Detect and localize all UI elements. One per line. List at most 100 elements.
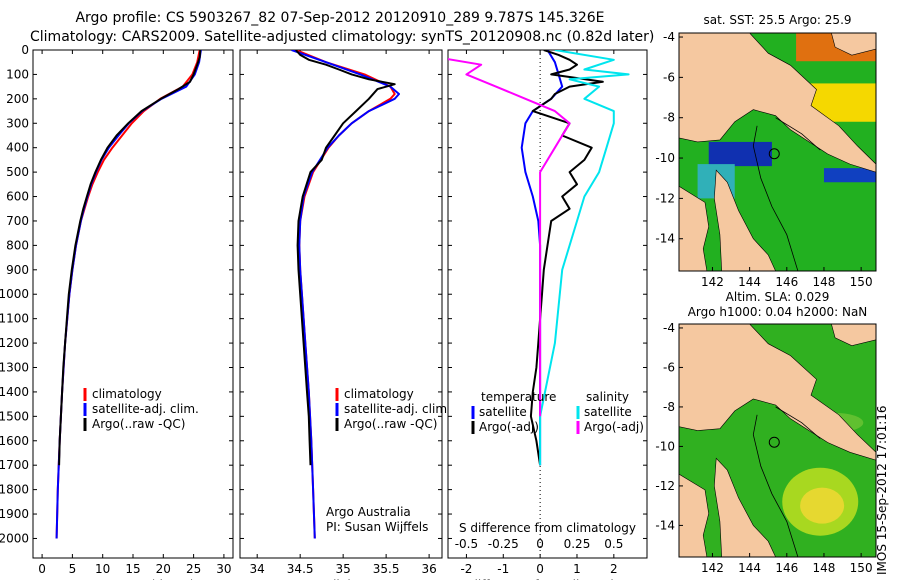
x-tick-label: 36: [421, 562, 436, 576]
chart-title-line2: Climatology: CARS2009. Satellite-adjuste…: [30, 29, 655, 45]
lat-tick-label: -4: [663, 321, 675, 335]
s-tick-label: 0.25: [564, 537, 591, 551]
lat-tick-label: -6: [663, 70, 675, 84]
lat-tick-label: -10: [655, 151, 675, 165]
x-tick-label: 35.5: [373, 562, 400, 576]
x-tick-label: 30: [216, 562, 231, 576]
depth-tick-label: 1600: [0, 434, 29, 448]
new-britain-land: [831, 324, 876, 347]
sla-map-title: Altim. SLA: 0.029: [726, 290, 830, 304]
x-tick-label: 1: [573, 562, 581, 576]
new-britain-land: [831, 33, 876, 56]
cape-york-peninsula: [713, 169, 776, 271]
depth-contour: [775, 406, 821, 439]
depth-tick-label: 200: [6, 92, 29, 106]
legend-label: Argo(-adj): [584, 420, 644, 434]
s-tick-label: -0.25: [488, 537, 519, 551]
panel-frame: [447, 49, 648, 559]
map-frame: [678, 323, 877, 558]
profile-panel-1: 0100200300400500600700800900100011001200…: [0, 43, 234, 580]
lon-tick-label: 144: [738, 275, 761, 289]
chart-title-line1: Argo profile: CS 5903267_82 07-Sep-2012 …: [75, 10, 605, 26]
legend-label: Argo(..raw -QC): [344, 417, 437, 431]
profile-panel-2: 34 34.5 35 35.5 36 salinity climatologysatelli…: [239, 49, 451, 580]
sst-cold-patch: [823, 168, 876, 183]
map-sla: -4 -6 -8 -10 -12 -14 142 144 146 148 150 Altim. SLA…: [655, 290, 877, 575]
x-tick-label: 25: [186, 562, 201, 576]
x-tick-label: 35: [336, 562, 351, 576]
depth-contour: [775, 117, 821, 151]
legend-label: climatology: [92, 387, 162, 401]
x-tick-label: 20: [156, 562, 171, 576]
series-group: [55, 50, 202, 539]
depth-tick-label: 1300: [0, 361, 29, 375]
lat-tick-label: -14: [655, 518, 675, 532]
depth-tick-label: 1700: [0, 458, 29, 472]
lon-tick-label: 150: [850, 561, 873, 575]
depth-tick-label: 700: [6, 214, 29, 228]
series-group: [448, 50, 630, 466]
s-tick-label: 0: [536, 537, 544, 551]
x-tick-label: 2: [610, 562, 618, 576]
depth-tick-label: 800: [6, 238, 29, 252]
argo-position-marker: [768, 148, 780, 160]
depth-tick-label: 1900: [0, 507, 29, 521]
depth-tick-label: 1000: [0, 287, 29, 301]
depth-tick-label: 100: [6, 67, 29, 81]
sla-map-subtitle: Argo h1000: 0.04 h2000: NaN: [688, 305, 868, 319]
depth-contour: [752, 125, 799, 271]
imos-timestamp: IMOS 15-Sep-2012 17:01:16: [875, 405, 889, 575]
x-axis-label: salinity: [319, 578, 362, 580]
depth-tick-label: 600: [6, 190, 29, 204]
legend-label: salinity: [586, 390, 629, 404]
x-tick-label: -2: [460, 562, 472, 576]
s-axis-label: S difference from climatology: [459, 521, 636, 535]
series-line-3: [58, 50, 202, 466]
x-tick-label: 5: [69, 562, 77, 576]
legend-label: satellite: [584, 405, 632, 419]
x-tick-label: 0: [38, 562, 46, 576]
lat-tick-label: -6: [663, 360, 675, 374]
cape-york-peninsula: [713, 457, 776, 557]
legend-label: satellite: [479, 405, 527, 419]
lon-tick-label: 150: [850, 275, 873, 289]
depth-tick-label: 2000: [0, 531, 29, 545]
x-tick-label: 0: [536, 562, 544, 576]
legend-label: temperature: [481, 390, 556, 404]
cape-york-land: [679, 185, 710, 271]
sst-map-title: sat. SST: 25.5 Argo: 25.9: [703, 13, 851, 27]
lon-tick-label: 148: [813, 275, 836, 289]
sst-cold-patch: [708, 141, 772, 167]
depth-tick-label: 1100: [0, 312, 29, 326]
lat-tick-label: -12: [655, 191, 675, 205]
map-sst: -4 -6 -8 -10 -12 -14 142 144 146 148 150 sat. SST: …: [655, 13, 877, 289]
series-line-2: [529, 50, 604, 466]
lon-tick-label: 144: [738, 561, 761, 575]
depth-tick-label: 1400: [0, 385, 29, 399]
depth-tick-label: 1800: [0, 483, 29, 497]
s-tick-label: -0.5: [455, 537, 478, 551]
lat-tick-label: -14: [655, 232, 675, 246]
series-line-3: [539, 50, 630, 466]
series-line-2: [291, 50, 400, 539]
lon-tick-label: 142: [701, 561, 724, 575]
png-land: [679, 33, 876, 173]
x-axis-label: T difference from climatology: [458, 578, 636, 580]
depth-tick-label: 0: [21, 43, 29, 57]
lon-tick-label: 142: [701, 275, 724, 289]
argo-position-marker: [768, 436, 780, 448]
legend-label: Argo(..raw -QC): [92, 417, 185, 431]
png-land: [679, 324, 876, 461]
annotation-pi: PI: Susan Wijffels: [326, 520, 428, 534]
lat-tick-label: -10: [655, 439, 675, 453]
depth-tick-label: 900: [6, 263, 29, 277]
sla-peak-region: [800, 487, 845, 524]
x-axis-label: temperature (deg C): [71, 578, 194, 580]
lon-tick-label: 146: [775, 561, 798, 575]
x-tick-label: 34.5: [287, 562, 314, 576]
depth-tick-label: 1500: [0, 409, 29, 423]
profile-panel-3: -2 -1 0 1 2 T difference from climatology -0.5…: [447, 49, 648, 580]
x-tick-label: 34: [250, 562, 265, 576]
lat-tick-label: -12: [655, 479, 675, 493]
